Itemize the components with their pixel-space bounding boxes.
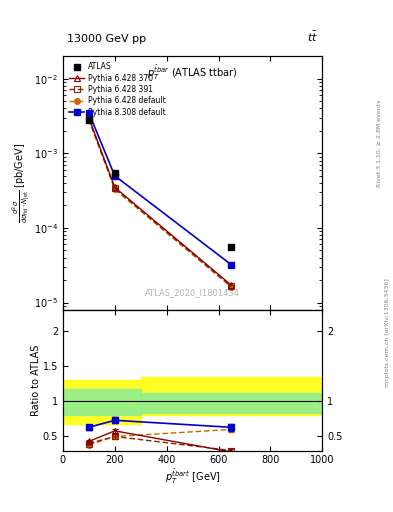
Text: mcplots.cern.ch [arXiv:1306.3436]: mcplots.cern.ch [arXiv:1306.3436] <box>385 279 389 387</box>
Y-axis label: Ratio to ATLAS: Ratio to ATLAS <box>31 345 41 416</box>
Y-axis label: $\frac{d^2\sigma}{d\sigma_\mathrm{fid}\cdot N_\mathrm{jet}}$ [pb/GeV]: $\frac{d^2\sigma}{d\sigma_\mathrm{fid}\c… <box>11 143 33 223</box>
Text: $t\bar{t}$: $t\bar{t}$ <box>307 29 318 44</box>
Text: ATLAS_2020_I1801434: ATLAS_2020_I1801434 <box>145 288 240 297</box>
Text: 13000 GeV pp: 13000 GeV pp <box>67 33 146 44</box>
Text: Rivet 3.1.10, ≥ 2.8M events: Rivet 3.1.10, ≥ 2.8M events <box>377 100 382 187</box>
X-axis label: $p^{\bar{t}bar{t}}_T$ [GeV]: $p^{\bar{t}bar{t}}_T$ [GeV] <box>165 468 220 486</box>
Text: $p_T^{\bar{t}bar}$ (ATLAS ttbar): $p_T^{\bar{t}bar}$ (ATLAS ttbar) <box>147 64 238 82</box>
Legend: ATLAS, Pythia 6.428 370, Pythia 6.428 391, Pythia 6.428 default, Pythia 8.308 de: ATLAS, Pythia 6.428 370, Pythia 6.428 39… <box>67 60 168 119</box>
